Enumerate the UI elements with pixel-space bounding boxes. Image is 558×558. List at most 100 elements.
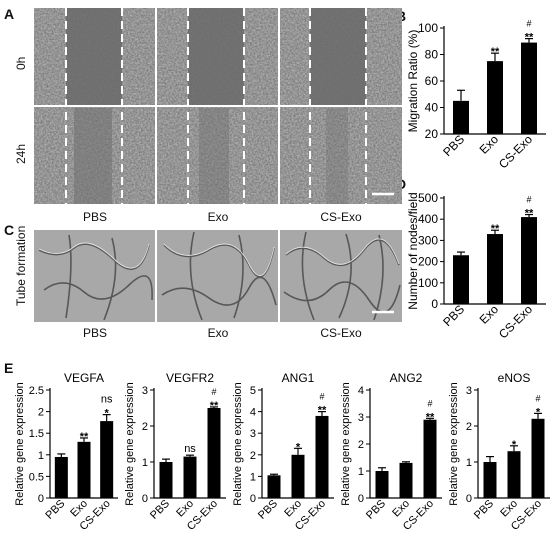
y-tick-label: 0 bbox=[466, 493, 472, 505]
y-tick-label: 60 bbox=[425, 74, 439, 88]
x-tick-label: CS-Exo bbox=[496, 302, 535, 341]
y-tick-label: 1.5 bbox=[29, 428, 44, 440]
y-tick-label: 3 bbox=[142, 385, 148, 397]
y-axis-label: Relative gene expression bbox=[124, 382, 136, 506]
y-tick-label: 3 bbox=[466, 385, 472, 397]
side-label-tube-formation: Tube formation bbox=[14, 225, 28, 306]
significance-label: # bbox=[211, 387, 216, 397]
significance-label: ** bbox=[210, 400, 219, 412]
bar-exo bbox=[487, 234, 503, 304]
bar-pbs bbox=[375, 471, 389, 498]
bar-cs-exo bbox=[100, 421, 114, 498]
y-tick-label: 200 bbox=[418, 255, 438, 269]
chart-title: VEGFA bbox=[64, 371, 104, 385]
row-label-0h: 0h bbox=[14, 56, 28, 70]
bar-exo bbox=[77, 441, 91, 498]
bar-pbs bbox=[267, 475, 281, 498]
bar-exo bbox=[487, 61, 503, 134]
panel-label-c: C bbox=[4, 222, 15, 238]
y-axis-label: Number of nodes/field bbox=[406, 192, 420, 309]
bar-pbs bbox=[453, 255, 469, 304]
bar-exo bbox=[183, 456, 197, 498]
y-tick-label: 2 bbox=[466, 421, 472, 433]
y-tick-label: 2 bbox=[358, 439, 364, 451]
y-tick-label: 0 bbox=[38, 493, 44, 505]
significance-label: ** bbox=[80, 431, 89, 443]
x-tick-label: PBS bbox=[43, 498, 67, 522]
y-tick-label: 2 bbox=[38, 407, 44, 419]
significance-label: ** bbox=[525, 208, 534, 220]
chart-title: eNOS bbox=[498, 371, 531, 385]
significance-label: * bbox=[105, 408, 110, 420]
y-tick-label: 2.5 bbox=[29, 385, 44, 397]
y-tick-label: 1 bbox=[250, 471, 256, 483]
bar-exo bbox=[399, 462, 413, 498]
x-tick-label: PBS bbox=[472, 498, 496, 522]
y-tick-label: 2 bbox=[250, 450, 256, 462]
significance-label: # bbox=[427, 398, 432, 408]
y-tick-label: 3 bbox=[358, 412, 364, 424]
x-tick-label: PBS bbox=[148, 498, 172, 522]
bar-cs-exo bbox=[207, 408, 221, 498]
y-tick-label: 20 bbox=[425, 127, 439, 141]
col-label-exo: Exo bbox=[207, 326, 229, 340]
col-label-pbs: PBS bbox=[82, 326, 107, 340]
tube-formation-micrograph-grid bbox=[34, 230, 402, 322]
y-tick-label: 0.5 bbox=[29, 471, 44, 483]
y-axis-label: Migration Ratio (%) bbox=[406, 30, 420, 133]
y-axis-label: Relative gene expression bbox=[448, 382, 460, 506]
significance-label: ** bbox=[525, 32, 534, 44]
y-tick-label: 3 bbox=[250, 428, 256, 440]
y-tick-label: 0 bbox=[250, 493, 256, 505]
scratch-micrograph-grid bbox=[34, 8, 402, 204]
panel-label-a: A bbox=[4, 6, 15, 22]
bar-pbs bbox=[453, 100, 469, 134]
y-axis-label: Relative gene expression bbox=[232, 382, 244, 506]
x-tick-label: CS-Exo bbox=[496, 132, 535, 171]
significance-label: ** bbox=[426, 411, 435, 423]
bar-cs-exo bbox=[521, 42, 537, 135]
significance-label: * bbox=[512, 439, 517, 451]
x-tick-label: PBS bbox=[256, 498, 280, 522]
bar-pbs bbox=[483, 462, 497, 498]
bar-cs-exo bbox=[531, 418, 545, 498]
x-tick-label: Exo bbox=[477, 302, 502, 327]
y-tick-label: 400 bbox=[418, 212, 438, 226]
significance-label: ** bbox=[318, 405, 327, 417]
y-tick-label: 100 bbox=[418, 21, 438, 35]
y-tick-label: 1 bbox=[38, 450, 44, 462]
significance-label: ns bbox=[184, 443, 196, 455]
x-tick-label: PBS bbox=[440, 132, 467, 159]
y-tick-label: 5 bbox=[250, 385, 256, 397]
significance-label: ** bbox=[491, 223, 500, 235]
panel-label-e: E bbox=[4, 360, 14, 376]
bar-pbs bbox=[159, 462, 173, 498]
significance-label: # bbox=[319, 392, 324, 402]
y-axis-label: Relative gene expression bbox=[14, 382, 26, 506]
x-tick-label: PBS bbox=[440, 302, 467, 329]
col-label-exo: Exo bbox=[207, 210, 229, 224]
y-tick-label: 100 bbox=[418, 276, 438, 290]
y-tick-label: 0 bbox=[358, 493, 364, 505]
y-tick-label: 4 bbox=[250, 407, 256, 419]
y-tick-label: 1 bbox=[358, 466, 364, 478]
chart-title: ANG2 bbox=[390, 371, 423, 385]
significance-label: ** bbox=[491, 46, 500, 58]
col-label-cs-exo: CS-Exo bbox=[320, 210, 362, 224]
chart-nodes-per-field: Number of nodes/field 0 100 200 300 400 500 PBS… bbox=[406, 191, 546, 341]
y-tick-label: 2 bbox=[142, 421, 148, 433]
significance-label: # bbox=[526, 195, 531, 205]
y-tick-label: 1 bbox=[142, 457, 148, 469]
chart-migration-ratio: Migration Ratio (%) 20 40 60 80 100 PBS ** Exo **… bbox=[406, 19, 546, 171]
significance-label: * bbox=[536, 406, 541, 418]
chart-title: ANG1 bbox=[282, 371, 315, 385]
bar-exo bbox=[507, 451, 521, 498]
bar-cs-exo bbox=[423, 419, 437, 498]
significance-label: * bbox=[296, 441, 301, 453]
chart-title: VEGFR2 bbox=[166, 371, 214, 385]
y-axis-label: Relative gene expression bbox=[340, 382, 352, 506]
x-tick-label: Exo bbox=[477, 132, 502, 157]
y-tick-label: 500 bbox=[418, 191, 438, 205]
